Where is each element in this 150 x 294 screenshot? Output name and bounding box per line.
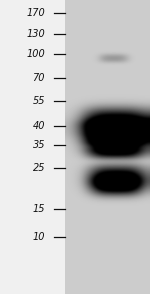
Text: 130: 130 [26,29,45,39]
Text: 55: 55 [33,96,45,106]
Text: 35: 35 [33,140,45,150]
Text: 100: 100 [26,49,45,59]
Text: 25: 25 [33,163,45,173]
FancyBboxPatch shape [0,0,65,294]
Text: 10: 10 [33,232,45,242]
Text: 70: 70 [33,73,45,83]
Text: 40: 40 [33,121,45,131]
Text: 15: 15 [33,204,45,214]
Text: 170: 170 [26,8,45,18]
